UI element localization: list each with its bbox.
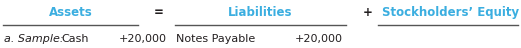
Text: =: = [154, 6, 164, 19]
Text: +: + [363, 6, 372, 19]
Text: Cash: Cash [61, 34, 89, 44]
Text: +20,000: +20,000 [119, 34, 167, 44]
Text: Liabilities: Liabilities [228, 6, 293, 19]
Text: a. Sample:: a. Sample: [4, 34, 64, 44]
Text: Notes Payable: Notes Payable [176, 34, 255, 44]
Text: Stockholders’ Equity: Stockholders’ Equity [382, 6, 519, 19]
Text: +20,000: +20,000 [294, 34, 342, 44]
Text: Assets: Assets [48, 6, 92, 19]
